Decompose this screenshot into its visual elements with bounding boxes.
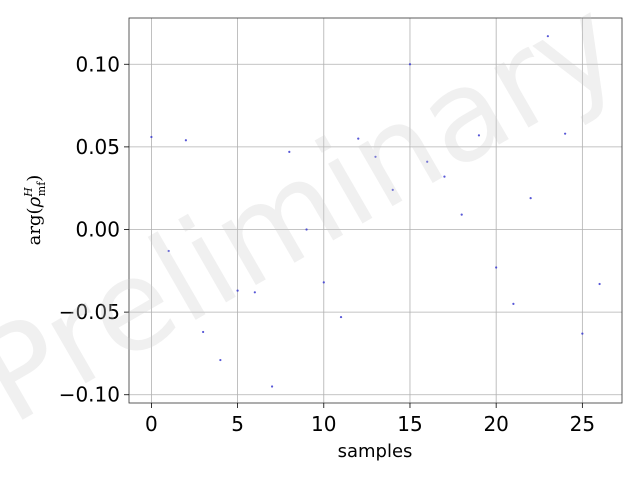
data-point <box>564 132 567 135</box>
y-axis-label-func: arg <box>24 214 45 245</box>
data-point <box>270 385 274 388</box>
y-axis-label-open-paren: ( <box>24 207 45 214</box>
data-point <box>339 315 343 319</box>
data-point <box>477 134 481 137</box>
y-axis-label-subscript: mf <box>35 181 48 196</box>
data-point <box>322 281 325 284</box>
y-axis-label: arg(ρHmf) <box>22 175 48 246</box>
data-point <box>495 266 498 269</box>
x-tick-label: 25 <box>570 412 595 436</box>
y-tick-label: 0.10 <box>75 52 120 76</box>
plot-area <box>129 18 622 403</box>
data-point <box>512 302 515 305</box>
data-point <box>357 137 360 140</box>
y-axis-label-close-paren: ) <box>24 175 45 182</box>
data-point <box>219 358 222 362</box>
svg-text:arg(ρHmf): arg(ρHmf) <box>22 175 48 246</box>
y-tick-label: −0.05 <box>59 300 120 324</box>
y-tick-label: −0.10 <box>59 383 120 407</box>
y-axis-label-symbol: ρ <box>24 196 45 208</box>
grid <box>129 18 622 403</box>
data-point <box>288 150 291 153</box>
data-point <box>391 188 394 191</box>
data-point <box>253 291 256 294</box>
data-point <box>408 63 412 66</box>
data-point <box>374 155 377 158</box>
data-point <box>460 213 463 216</box>
x-tick-label: 20 <box>483 412 508 436</box>
data-point <box>546 35 549 38</box>
x-axis: 0 5 10 15 20 25 <box>145 403 595 436</box>
y-tick-label: 0.00 <box>75 218 120 242</box>
data-point <box>150 135 153 139</box>
data-point <box>426 160 429 163</box>
y-axis-label-superscript: H <box>22 187 35 198</box>
data-point <box>305 228 308 231</box>
data-point <box>184 139 187 142</box>
data-point <box>236 289 239 292</box>
data-point <box>202 330 205 334</box>
data-point <box>167 249 170 253</box>
data-point <box>443 175 446 178</box>
x-tick-label: 5 <box>231 412 244 436</box>
y-axis: 0.10 0.05 0.00 −0.05 −0.10 <box>59 52 129 407</box>
x-tick-label: 15 <box>397 412 422 436</box>
x-axis-label: samples <box>338 441 413 462</box>
plot-frame <box>128 17 623 404</box>
data-point <box>529 197 532 200</box>
y-tick-label: 0.05 <box>75 135 120 159</box>
x-tick-label: 0 <box>145 412 158 436</box>
data-point <box>598 282 601 286</box>
data-points <box>150 35 601 388</box>
x-tick-label: 10 <box>311 412 336 436</box>
data-point <box>581 332 584 335</box>
